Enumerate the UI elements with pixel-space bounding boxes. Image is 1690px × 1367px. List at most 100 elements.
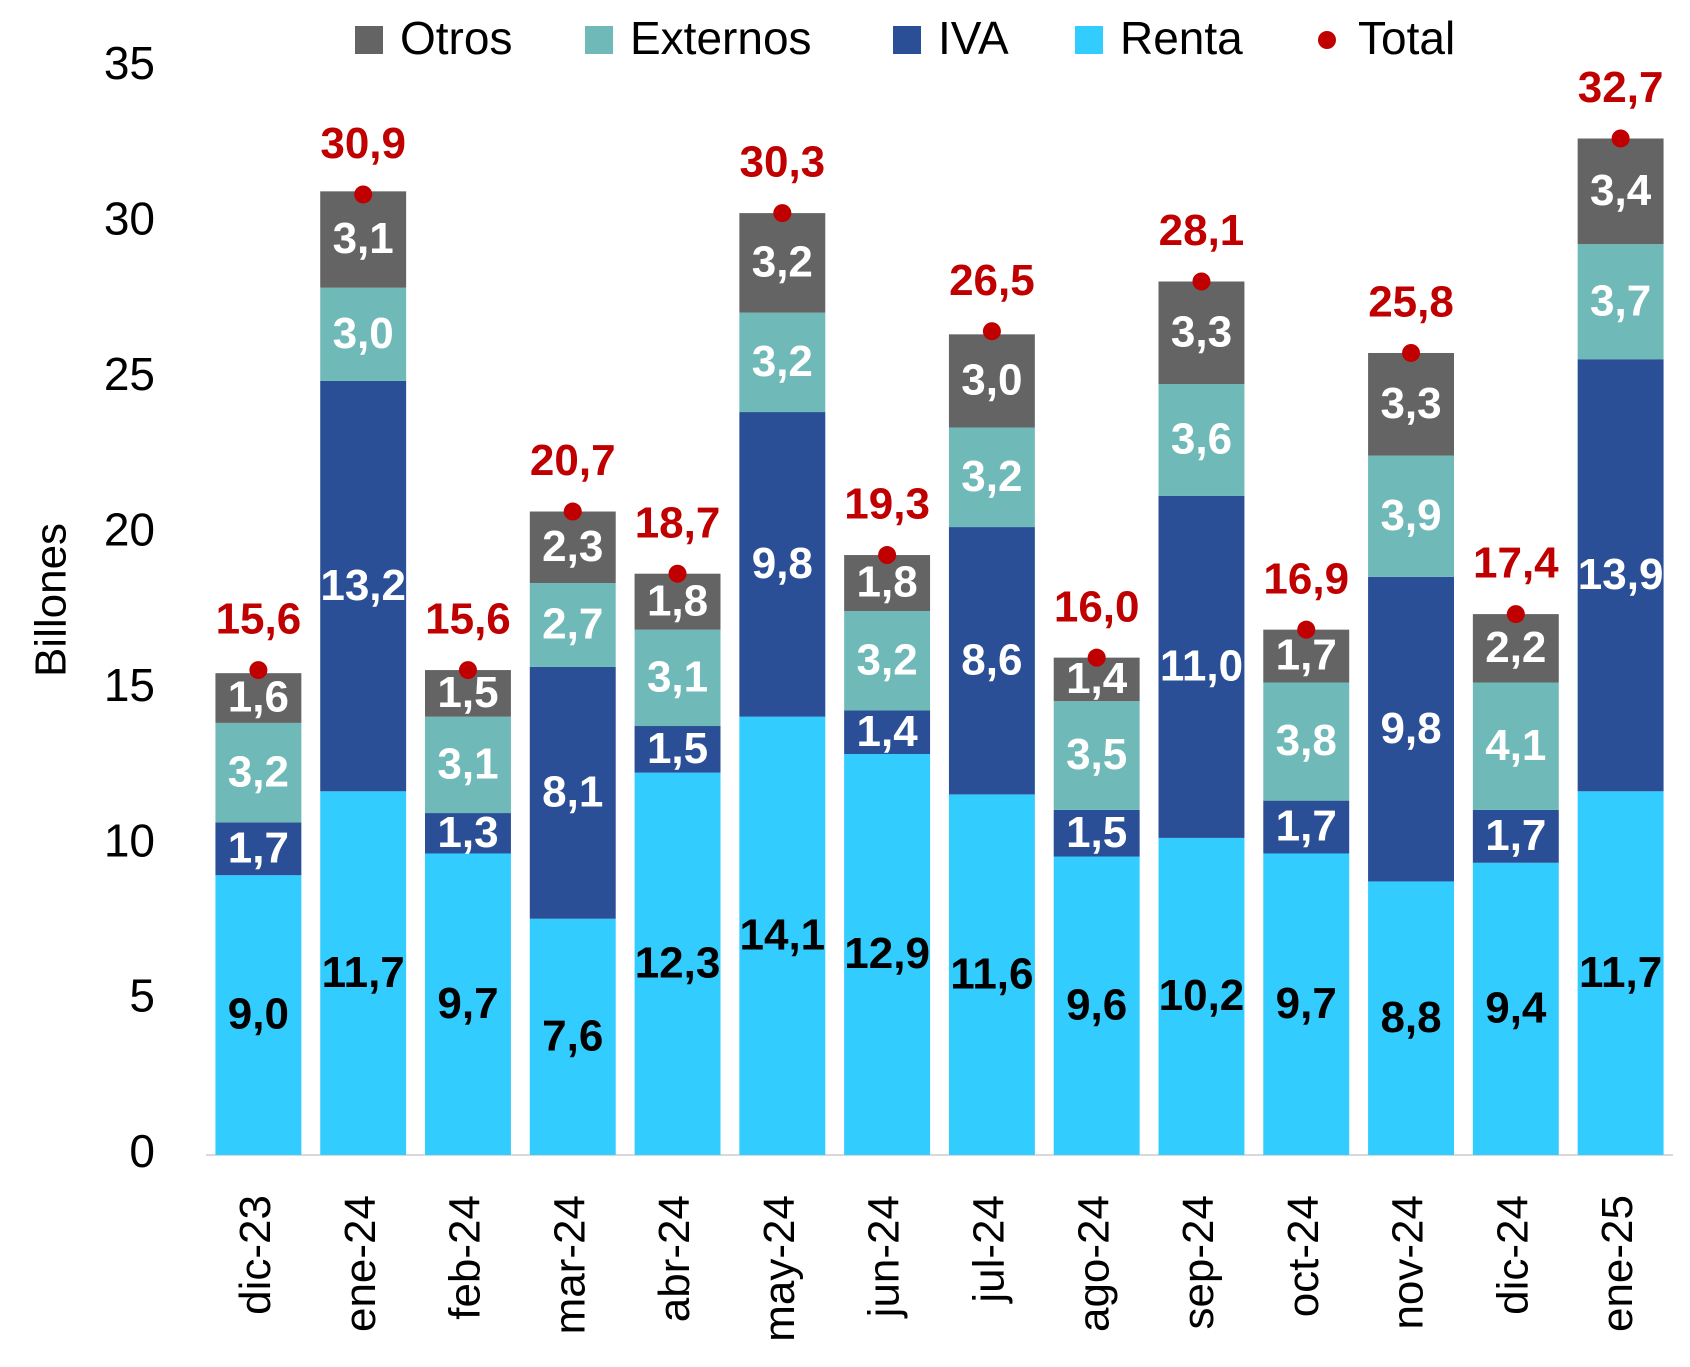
- bar-segment: [739, 312, 826, 413]
- data-label: 11,6: [950, 949, 1033, 998]
- total-label: 25,8: [1368, 278, 1454, 327]
- total-label: 26,5: [949, 256, 1035, 305]
- data-label: 3,8: [1276, 716, 1337, 765]
- data-label: 3,1: [437, 739, 498, 788]
- data-label: 8,6: [961, 635, 1022, 684]
- bar-segment: [1472, 682, 1559, 810]
- total-label: 17,4: [1473, 539, 1559, 588]
- bar-segment: [948, 427, 1035, 528]
- data-label: 9,7: [1276, 979, 1337, 1028]
- bar-segment: [1158, 281, 1245, 385]
- total-label: 16,0: [1054, 582, 1140, 631]
- y-tick-label: 25: [104, 348, 155, 400]
- x-tick-label: dic-23: [231, 1195, 280, 1315]
- data-label: 3,0: [333, 309, 394, 358]
- total-marker: [773, 204, 792, 223]
- total-marker: [249, 661, 268, 680]
- x-tick-label: feb-24: [441, 1195, 490, 1320]
- legend-swatch: [1075, 26, 1103, 54]
- bar-segment: [739, 213, 826, 313]
- legend-label: Total: [1358, 12, 1455, 64]
- bar-segment: [634, 573, 721, 630]
- data-label: 3,2: [228, 747, 289, 796]
- data-label: 13,2: [320, 561, 406, 610]
- bar-segment: [1263, 853, 1350, 1155]
- x-tick-label: abr-24: [650, 1195, 699, 1322]
- total-marker: [668, 564, 687, 583]
- data-label: 9,0: [228, 990, 289, 1039]
- bar-segment: [948, 334, 1035, 428]
- bar-segment: [320, 191, 407, 288]
- legend-swatch: [893, 26, 921, 54]
- data-label: 3,2: [857, 635, 918, 684]
- data-label: 3,9: [1380, 491, 1441, 540]
- data-label: 3,3: [1171, 307, 1232, 356]
- bar-segment: [1577, 359, 1664, 792]
- bar-segment: [529, 918, 616, 1155]
- total-marker: [354, 185, 373, 204]
- data-label: 3,1: [333, 214, 394, 263]
- x-tick-label: dic-24: [1488, 1195, 1537, 1315]
- bar-segment: [529, 666, 616, 919]
- data-label: 1,5: [647, 724, 708, 773]
- total-label: 30,9: [320, 119, 406, 168]
- bar-segment: [1368, 881, 1454, 1155]
- data-label: 9,8: [752, 539, 813, 588]
- data-label: 13,9: [1578, 550, 1664, 599]
- bar-segment: [529, 583, 616, 667]
- total-marker: [458, 661, 477, 680]
- total-marker: [1297, 620, 1316, 639]
- bar-segment: [425, 813, 511, 854]
- total-label: 16,9: [1263, 554, 1349, 603]
- bar-segment: [634, 772, 721, 1155]
- bar-segment: [1053, 856, 1140, 1155]
- bar-segment: [1158, 495, 1245, 838]
- data-label: 3,4: [1590, 166, 1652, 215]
- x-tick-label: mar-24: [545, 1195, 594, 1334]
- data-label: 1,8: [857, 558, 918, 607]
- bar-segment: [739, 412, 826, 717]
- data-label: 14,1: [740, 910, 826, 959]
- bar-segment: [1263, 800, 1350, 854]
- legend-swatch: [355, 26, 383, 54]
- x-tick-label: oct-24: [1279, 1195, 1328, 1317]
- bar-segment: [425, 853, 511, 1155]
- data-label: 1,5: [1066, 808, 1127, 857]
- data-label: 3,3: [1380, 379, 1441, 428]
- y-tick-label: 35: [104, 37, 155, 89]
- data-label: 3,7: [1590, 276, 1651, 325]
- data-label: 3,5: [1066, 730, 1127, 779]
- bar-segment: [425, 716, 511, 814]
- total-marker: [1087, 648, 1106, 667]
- x-tick-label: nov-24: [1384, 1195, 1433, 1330]
- bar-segment: [1577, 244, 1664, 360]
- total-marker: [1611, 129, 1630, 148]
- total-marker: [1402, 343, 1421, 362]
- bar-segment: [215, 673, 302, 723]
- data-label: 12,9: [844, 929, 930, 978]
- total-label: 18,7: [635, 498, 721, 547]
- bar-segment: [215, 875, 302, 1155]
- bar-segment: [1368, 576, 1454, 882]
- x-tick-label: ago-24: [1069, 1195, 1118, 1332]
- total-label: 28,1: [1159, 206, 1245, 255]
- data-label: 9,7: [437, 979, 498, 1028]
- y-tick-label: 10: [104, 814, 155, 866]
- data-label: 3,2: [752, 337, 813, 386]
- total-marker: [878, 546, 897, 565]
- data-label: 8,8: [1380, 993, 1441, 1042]
- data-label: 1,7: [1276, 802, 1337, 851]
- data-label: 11,0: [1160, 642, 1243, 691]
- data-label: 2,3: [542, 522, 603, 571]
- data-label: 1,7: [1276, 631, 1337, 680]
- legend-label: Otros: [400, 12, 512, 64]
- data-label: 9,8: [1380, 704, 1441, 753]
- data-label: 1,6: [228, 673, 289, 722]
- data-label: 11,7: [322, 948, 405, 997]
- bar-segment: [844, 710, 931, 754]
- bar-segment: [1368, 352, 1454, 456]
- data-label: 1,7: [1485, 811, 1546, 860]
- bar-segment: [739, 716, 826, 1155]
- bar-segment: [948, 794, 1035, 1155]
